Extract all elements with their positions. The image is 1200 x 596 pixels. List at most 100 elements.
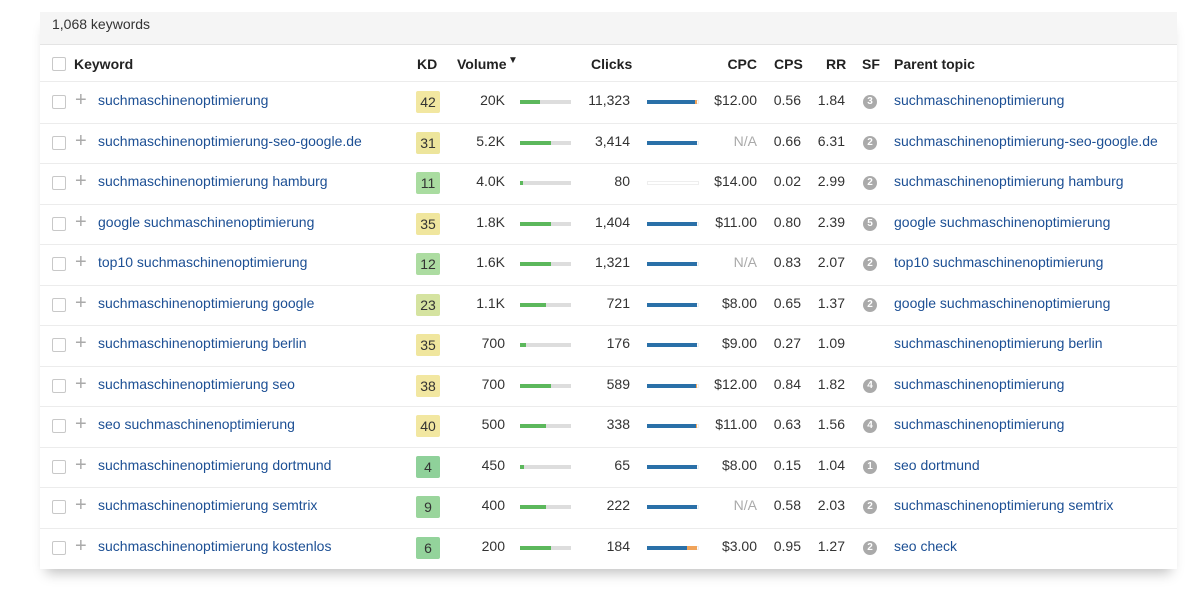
cps: 0.02 xyxy=(773,173,801,189)
rr: 2.99 xyxy=(817,173,845,189)
col-rr[interactable]: RR xyxy=(826,56,847,72)
keyword-link[interactable]: suchmaschinenoptimierung xyxy=(98,92,269,108)
keyword-link[interactable]: google suchmaschinenoptimierung xyxy=(98,213,315,230)
parent-topic-link[interactable]: suchmaschinenoptimierung semtrix xyxy=(894,497,1114,513)
parent-topic-link[interactable]: seo check xyxy=(894,537,958,554)
rr: 1.09 xyxy=(817,335,845,351)
col-cps[interactable]: CPS xyxy=(774,56,803,72)
clicks: 589 xyxy=(606,375,630,392)
volume-bar-track xyxy=(520,181,571,186)
volume: 20K xyxy=(480,92,505,108)
expand-plus: + xyxy=(75,210,87,233)
row-checkbox[interactable] xyxy=(52,540,66,555)
row-divider xyxy=(40,406,1177,407)
parent-topic-link[interactable]: suchmaschinenoptimierung xyxy=(894,416,1065,432)
col-clicks[interactable]: Clicks xyxy=(591,56,633,72)
clicks-bar-organic xyxy=(647,140,697,145)
clicks-bar-organic xyxy=(647,545,687,550)
cpc: $3.00 xyxy=(721,537,757,554)
volume-bar xyxy=(520,221,551,226)
cpc: N/A xyxy=(733,497,757,513)
kd-badge: 4 xyxy=(416,455,440,478)
col-parent-topic[interactable]: Parent topic xyxy=(894,56,975,72)
expand-plus: + xyxy=(75,534,87,557)
row-divider xyxy=(40,365,1177,367)
clicks-bar-paid xyxy=(695,383,697,388)
row-checkbox[interactable] xyxy=(52,95,66,110)
row-checkbox[interactable] xyxy=(52,419,66,434)
keyword-link[interactable]: suchmaschinenoptimierung hamburg xyxy=(98,173,328,189)
parent-topic-link[interactable]: suchmaschinenoptimierung hamburg xyxy=(894,173,1124,189)
volume-bar-track xyxy=(520,464,571,469)
row-divider xyxy=(40,325,1177,326)
row-checkbox[interactable] xyxy=(52,135,66,150)
clicks: 222 xyxy=(606,497,630,513)
row-divider xyxy=(40,203,1177,205)
clicks: 3,414 xyxy=(594,132,630,149)
volume-bar xyxy=(520,464,525,469)
volume: 200 xyxy=(481,537,505,554)
parent-topic-link[interactable]: google suchmaschinenoptimierung xyxy=(894,213,1111,230)
rr: 1.56 xyxy=(817,416,845,432)
volume-bar xyxy=(520,302,546,307)
rr: 1.27 xyxy=(817,537,845,554)
cps: 0.15 xyxy=(773,456,801,473)
row-checkbox[interactable] xyxy=(52,257,66,272)
kd-badge: 31 xyxy=(416,131,440,154)
row-checkbox[interactable] xyxy=(52,459,66,474)
volume-bar-track xyxy=(520,505,571,510)
parent-topic-link[interactable]: top10 suchmaschinenoptimierung xyxy=(894,254,1104,270)
row-checkbox[interactable] xyxy=(52,338,66,353)
col-volume[interactable]: Volume xyxy=(457,56,507,72)
keyword-link[interactable]: suchmaschinenoptimierung semtrix xyxy=(98,497,318,513)
kd-badge: 6 xyxy=(416,536,440,559)
parent-topic-link[interactable]: google suchmaschinenoptimierung xyxy=(894,294,1111,311)
row-checkbox[interactable] xyxy=(52,500,66,515)
rr: 1.04 xyxy=(817,456,845,473)
clicks-bar-organic xyxy=(647,343,697,348)
keyword-link[interactable]: top10 suchmaschinenoptimierung xyxy=(98,254,308,270)
keyword-link[interactable]: suchmaschinenoptimierung berlin xyxy=(98,335,307,351)
clicks-bar-paid xyxy=(695,424,697,429)
row-checkbox[interactable] xyxy=(52,297,66,312)
cpc: $9.00 xyxy=(721,335,757,351)
row-checkbox[interactable] xyxy=(52,378,66,393)
volume-bar xyxy=(520,545,551,550)
keyword-link[interactable]: suchmaschinenoptimierung kostenlos xyxy=(98,537,332,554)
rr: 1.37 xyxy=(817,294,845,311)
volume-bar xyxy=(520,424,546,429)
col-keyword[interactable]: Keyword xyxy=(74,56,134,72)
clicks: 65 xyxy=(614,456,630,473)
col-cpc[interactable]: CPC xyxy=(727,56,757,72)
keyword-link[interactable]: suchmaschinenoptimierung dortmund xyxy=(98,456,332,473)
volume: 700 xyxy=(481,335,505,351)
row-checkbox[interactable] xyxy=(52,216,66,231)
col-kd[interactable]: KD xyxy=(417,56,438,72)
volume: 700 xyxy=(481,375,505,392)
parent-topic-link[interactable]: suchmaschinenoptimierung-seo-google.de xyxy=(894,132,1158,149)
expand-plus: + xyxy=(75,291,87,314)
kd-badge: 11 xyxy=(416,172,440,195)
volume-bar xyxy=(520,140,551,145)
kd-badge: 23 xyxy=(416,293,440,316)
col-sf[interactable]: SF xyxy=(862,56,880,72)
clicks-bar-organic xyxy=(647,464,697,469)
expand-plus: + xyxy=(75,494,87,516)
expand-plus: + xyxy=(75,89,87,111)
parent-topic-link[interactable]: suchmaschinenoptimierung xyxy=(894,92,1065,108)
rr: 2.03 xyxy=(817,497,845,513)
volume-bar-track xyxy=(520,343,571,348)
select-all-checkbox[interactable] xyxy=(52,57,66,71)
keyword-link[interactable]: suchmaschinenoptimierung seo xyxy=(98,375,295,392)
keyword-link[interactable]: seo suchmaschinenoptimierung xyxy=(98,416,295,432)
parent-topic-link[interactable]: seo dortmund xyxy=(894,456,980,473)
cpc: $11.00 xyxy=(715,416,757,432)
keyword-link[interactable]: suchmaschinenoptimierung-seo-google.de xyxy=(98,132,362,149)
keyword-link[interactable]: suchmaschinenoptimierung google xyxy=(98,294,315,311)
sf-badge: 2 xyxy=(863,540,877,555)
cpc: N/A xyxy=(733,254,757,270)
parent-topic-link[interactable]: suchmaschinenoptimierung xyxy=(894,375,1065,392)
volume-bar xyxy=(520,100,541,105)
parent-topic-link[interactable]: suchmaschinenoptimierung berlin xyxy=(894,335,1103,351)
row-checkbox[interactable] xyxy=(52,176,66,191)
